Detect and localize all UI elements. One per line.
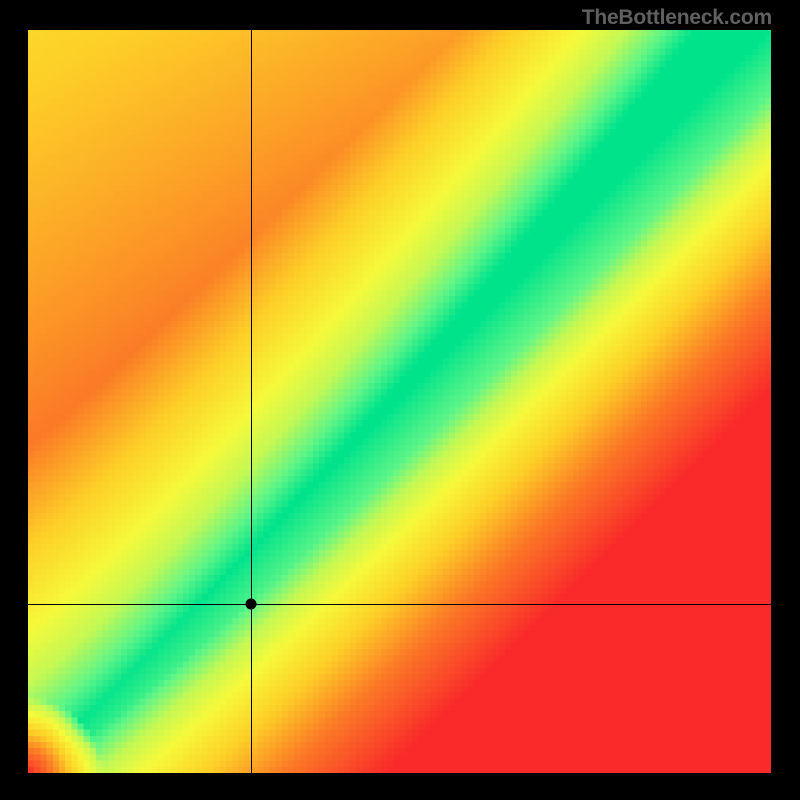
heatmap-plot (28, 30, 771, 773)
marker-point (245, 599, 256, 610)
crosshair-horizontal (28, 604, 771, 605)
crosshair-vertical (251, 30, 252, 773)
heatmap-svg (28, 30, 771, 773)
watermark-text: TheBottleneck.com (582, 6, 772, 30)
